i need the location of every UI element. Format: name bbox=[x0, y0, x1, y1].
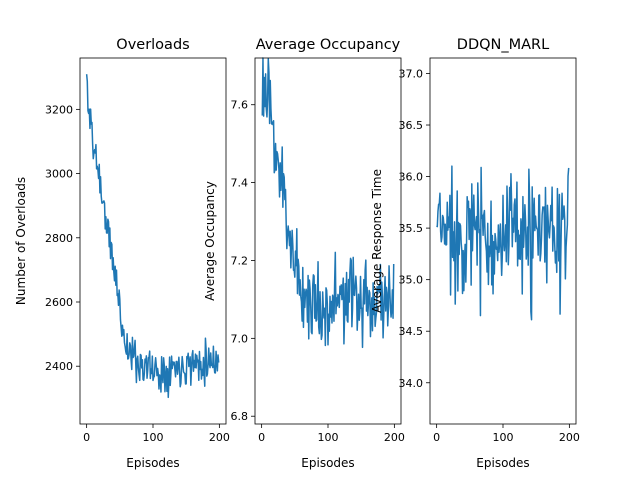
ddqn-ytick-label: 35.0 bbox=[399, 274, 424, 287]
occupancy-xtick-label: 100 bbox=[318, 431, 339, 444]
overloads-axes-frame bbox=[79, 57, 227, 425]
ddqn-ytick-label: 36.5 bbox=[399, 119, 424, 132]
overloads-ytick-label: 2400 bbox=[45, 360, 73, 373]
overloads-xtick-label: 200 bbox=[209, 431, 230, 444]
occupancy-title: Average Occupancy bbox=[256, 37, 401, 53]
overloads-title: Overloads bbox=[116, 37, 189, 53]
ddqn-xtick-label: 0 bbox=[433, 431, 440, 444]
ddqn-xlabel: Episodes bbox=[476, 456, 529, 470]
overloads-plot-area: 0 100 200 2400 2600 2800 3000 3200 bbox=[45, 74, 230, 444]
ddqn-ytick-label: 34.5 bbox=[399, 325, 424, 338]
overloads-xlabel: Episodes bbox=[126, 456, 179, 470]
overloads-ytick-label: 3200 bbox=[45, 103, 73, 116]
ddqn-ylabel: Average Response Time bbox=[370, 169, 384, 313]
ddqn-ytick-label: 35.5 bbox=[399, 222, 424, 235]
overloads-series-line bbox=[85, 74, 220, 399]
occupancy-ytick-label: 7.2 bbox=[231, 254, 249, 267]
overloads-ytick-label: 2800 bbox=[45, 232, 73, 245]
ddqn-series-line bbox=[436, 165, 570, 321]
ddqn-title: DDQN_MARL bbox=[457, 37, 549, 53]
ddqn-ytick-label: 34.0 bbox=[399, 377, 424, 390]
overloads-ytick-label: 3000 bbox=[45, 168, 73, 181]
ddqn-plot-area: 0 100 200 34.0 34.5 35.0 35.5 36.0 36.5 37.0 bbox=[399, 67, 580, 444]
occupancy-xtick-label: 200 bbox=[384, 431, 405, 444]
occupancy-ytick-label: 7.0 bbox=[231, 332, 249, 345]
occupancy-ytick-label: 7.4 bbox=[231, 177, 249, 190]
occupancy-xlabel: Episodes bbox=[301, 456, 354, 470]
ddqn-ytick-label: 36.0 bbox=[399, 171, 424, 184]
overloads-ytick-label: 2600 bbox=[45, 296, 73, 309]
occupancy-plot-area: 0 100 200 6.8 7.0 7.2 7.4 7.6 bbox=[231, 57, 405, 444]
panel-ddqn-marl: 0 100 200 34.0 34.5 35.0 35.5 36.0 36.5 37.0 DDQN… bbox=[370, 37, 580, 470]
ddqn-xtick-label: 100 bbox=[493, 431, 514, 444]
overloads-xtick-label: 0 bbox=[83, 431, 90, 444]
panel-overloads: 0 100 200 2400 2600 2800 3000 3200 Overloads Ep… bbox=[14, 37, 230, 470]
occupancy-xtick-label: 0 bbox=[258, 431, 265, 444]
occupancy-series-line bbox=[261, 57, 395, 349]
ddqn-axes-frame bbox=[429, 57, 577, 425]
occupancy-ylabel: Average Occupancy bbox=[203, 181, 217, 301]
overloads-xtick-label: 100 bbox=[143, 431, 164, 444]
ddqn-xtick-label: 200 bbox=[559, 431, 580, 444]
occupancy-ytick-label: 7.6 bbox=[231, 99, 249, 112]
occupancy-ytick-label: 6.8 bbox=[231, 410, 249, 423]
overloads-ylabel: Number of Overloads bbox=[14, 177, 28, 305]
occupancy-axes-frame bbox=[254, 57, 402, 425]
ddqn-ytick-label: 37.0 bbox=[399, 67, 424, 80]
